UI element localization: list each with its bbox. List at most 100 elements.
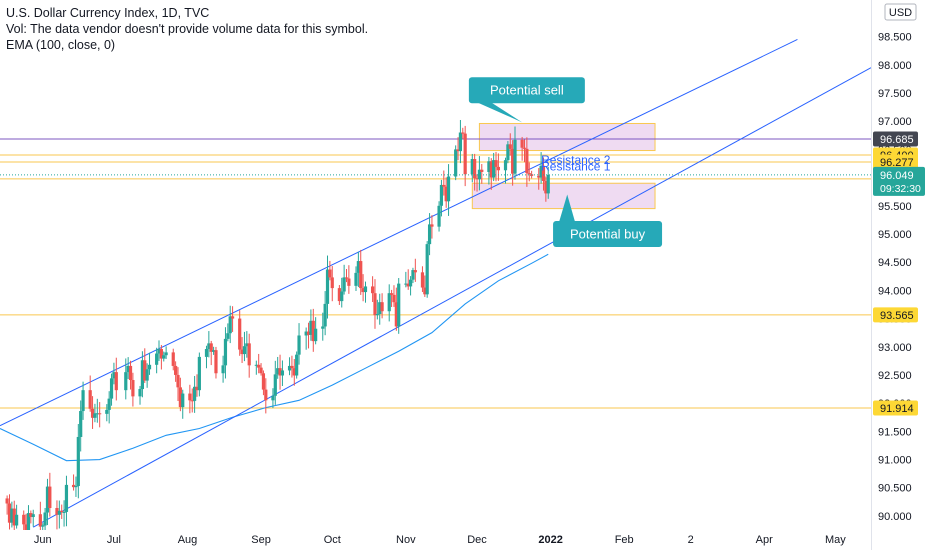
candle-body: [477, 169, 482, 180]
candle: [375, 299, 379, 320]
candle: [140, 351, 144, 398]
candles: [5, 120, 550, 530]
candle: [43, 507, 47, 530]
candle-body: [207, 343, 211, 350]
candle-body: [10, 508, 14, 523]
candle-body: [7, 503, 12, 523]
candle: [522, 139, 527, 163]
candle-body: [306, 331, 311, 335]
candle: [546, 166, 550, 199]
price-tag-bg: [873, 400, 918, 416]
candle: [513, 126, 517, 180]
candle-body: [278, 368, 282, 376]
candle-body: [164, 352, 168, 356]
candle-body: [527, 173, 531, 175]
candle-body: [38, 514, 42, 527]
candle: [12, 500, 16, 530]
candle-body: [247, 343, 251, 366]
candle-body: [261, 373, 266, 390]
candle-body: [489, 161, 493, 178]
candle-body: [539, 165, 543, 178]
candle: [306, 322, 311, 349]
candle: [420, 266, 425, 293]
candle: [254, 360, 258, 375]
candle-body: [15, 514, 19, 526]
candle-body: [394, 302, 398, 327]
y-tick-label: 94.000: [878, 285, 912, 297]
candle: [330, 266, 334, 302]
candle: [112, 362, 116, 385]
candle: [508, 133, 512, 156]
candle-body: [126, 365, 130, 373]
candle: [475, 174, 479, 192]
candle: [159, 344, 163, 370]
candle-body: [456, 149, 460, 152]
callout-pointer: [559, 194, 576, 222]
y-tick-label: 94.500: [878, 257, 912, 269]
price-tag-bg: [873, 154, 918, 170]
candle-body: [41, 525, 45, 527]
candle: [525, 137, 529, 187]
candle-body: [230, 316, 235, 319]
candle: [74, 476, 78, 497]
candle-body: [240, 349, 244, 355]
candle-body: [280, 370, 285, 376]
candle-body: [546, 174, 550, 194]
candle: [176, 367, 180, 402]
candle-body: [496, 166, 500, 171]
candle-body: [537, 175, 541, 178]
candle-body: [24, 524, 28, 530]
candle-body: [214, 350, 218, 374]
candle-body: [347, 278, 351, 286]
candle-body: [197, 356, 201, 391]
candle-body: [22, 514, 26, 525]
candle-body: [45, 486, 50, 513]
x-axis: Jun Jul Aug Sep Oct Nov Dec 2022 Feb 2 Apr May: [34, 534, 846, 546]
x-tick-label: Aug: [178, 534, 198, 546]
candle: [342, 264, 346, 295]
candle: [259, 363, 263, 376]
candle: [423, 275, 427, 297]
candle-body: [26, 513, 31, 530]
candle-body: [242, 346, 247, 355]
y-tick-label: 90.000: [878, 511, 912, 523]
y-axis: 90.00090.50091.00091.50092.00092.50093.0…: [871, 0, 925, 550]
candle-body: [354, 272, 358, 286]
candle: [371, 276, 375, 302]
candle: [145, 363, 149, 388]
candle: [31, 509, 35, 527]
candle-body: [5, 498, 9, 504]
candle-body: [62, 511, 66, 513]
candle-body: [304, 331, 308, 336]
candle: [544, 176, 548, 202]
candle-body: [273, 374, 277, 396]
candle-body: [109, 378, 114, 399]
candle: [71, 474, 76, 491]
candle: [354, 266, 358, 291]
y-tick-label: 98.000: [878, 60, 912, 72]
candle: [212, 346, 216, 355]
candle: [340, 277, 344, 308]
candle: [261, 370, 266, 396]
candle: [496, 153, 500, 181]
candle-body: [439, 184, 444, 206]
candle-body: [176, 374, 180, 388]
candle: [537, 168, 541, 190]
candle: [242, 331, 247, 362]
candle: [444, 177, 448, 208]
candle: [411, 267, 415, 284]
candle: [190, 388, 194, 413]
candle: [297, 323, 301, 365]
resistance-label-1: Resistance 2: [541, 153, 611, 167]
candle: [458, 120, 463, 164]
candle-body: [181, 393, 185, 408]
candle: [373, 279, 377, 329]
candle-body: [463, 133, 467, 175]
candle-body: [107, 398, 111, 410]
candle-body: [404, 283, 408, 285]
candle: [271, 388, 275, 409]
candle-body: [492, 160, 496, 178]
candle: [347, 265, 351, 294]
candle: [128, 360, 133, 390]
